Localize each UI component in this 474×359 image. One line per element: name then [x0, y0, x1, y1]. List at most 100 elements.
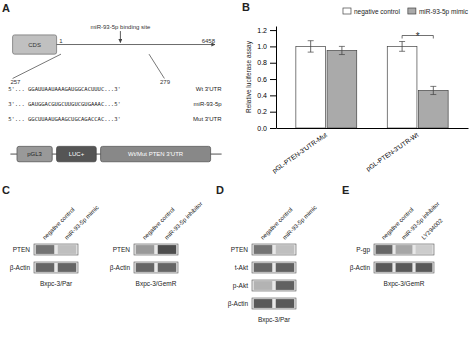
error-bar-stem: [433, 86, 434, 94]
sequence: 3'... GAUGGACGUGCUUGUCGUGAAAC...5': [8, 101, 121, 107]
y-tick-label: 1.0: [257, 43, 267, 50]
error-bar: [339, 46, 345, 54]
legend: negative controlmiR-93-5p mimic: [343, 8, 469, 16]
column-label: LY294002: [420, 217, 444, 241]
legend-swatch: [343, 8, 351, 14]
row-label: β-Actin: [350, 264, 371, 272]
y-tick-label: 0.4: [257, 92, 267, 99]
bar: [296, 46, 326, 128]
error-bar-cap: [308, 40, 314, 41]
panel-letter: A: [2, 2, 10, 14]
error-bar-stem: [341, 46, 342, 54]
blot-lane: [252, 262, 296, 273]
blot-band: [58, 245, 76, 254]
blot-band: [416, 263, 433, 272]
row-label: p-Akt: [233, 282, 248, 290]
legend-swatch: [408, 8, 416, 14]
error-bar: [399, 42, 405, 52]
blot-band: [58, 263, 76, 272]
y-axis-title: Relative luciferase assay: [245, 40, 253, 113]
sequence-label: Mut 3'UTR: [193, 116, 222, 122]
y-tick: 1.2: [257, 27, 276, 34]
bar: [418, 90, 448, 128]
panel-blot: PTENβ-Actinnegative controlmiR-93-5p inh…: [110, 201, 204, 288]
bar-series: [327, 46, 448, 128]
utr-box: [101, 146, 211, 161]
error-bar-stem: [402, 42, 403, 52]
row-label: t-Akt: [235, 264, 249, 271]
panel-title: Bxpc-3/GemR: [136, 280, 177, 288]
panel-blot: P-gpβ-Actinnegative controlmiR-93-5p inh…: [342, 184, 444, 288]
x-tick-label: pGL-PTEN-3'UTR-Wt: [365, 131, 421, 173]
y-tick-mark: [270, 95, 276, 96]
row-label: β-Actin: [10, 264, 31, 272]
blot-lane: [34, 262, 78, 273]
blot-band: [136, 245, 154, 254]
blot-band: [36, 245, 54, 254]
row-label: β-Actin: [110, 264, 131, 272]
x-tick: pGL-PTEN-3'UTR-Mut: [271, 131, 329, 175]
blot-band: [376, 263, 393, 272]
panel-title: Bxpc-3/GemR: [384, 280, 425, 288]
column-label: miR-93-5p mimic: [63, 204, 99, 240]
y-tick-label: 0.0: [257, 125, 267, 132]
position-label: 6458: [202, 38, 216, 44]
y-tick-mark: [270, 46, 276, 47]
y-tick-label: 0.8: [257, 59, 267, 66]
bar: [327, 50, 357, 128]
blot-band: [276, 263, 294, 272]
blot-band: [396, 263, 413, 272]
column-label: miR-93-5p inhibitor: [400, 201, 440, 241]
x-tick-label: pGL-PTEN-3'UTR-Mut: [271, 131, 329, 175]
box-label: Wt/Mut PTEN 3'UTR: [128, 151, 184, 157]
panel-title: Bxpc-3/Par: [258, 316, 291, 324]
plot-area: [296, 41, 448, 128]
zoom-line: [149, 54, 164, 78]
transcript-line: [57, 44, 215, 45]
y-tick: 0.4: [257, 92, 276, 99]
blot-band: [254, 299, 272, 308]
error-bar-cap: [430, 86, 436, 87]
blot-band: [158, 245, 176, 254]
blot-band: [254, 263, 272, 272]
y-tick: 0.0: [257, 125, 276, 132]
error-bar: [430, 86, 436, 94]
y-tick-mark: [270, 30, 276, 31]
y-tick-mark: [270, 63, 276, 64]
y-tick-mark: [270, 112, 276, 113]
error-bar: [308, 41, 314, 52]
y-tick-mark: [270, 128, 276, 129]
row-label: β-Actin: [228, 300, 249, 308]
blot-lane: [134, 262, 178, 273]
legend-label: negative control: [354, 8, 400, 16]
column-label: miR-93-5p mimic: [281, 204, 317, 240]
pgl3-box: [17, 146, 52, 161]
blot-band: [416, 245, 433, 254]
row-label: PTEN: [13, 246, 31, 253]
box-label: LUC+: [69, 151, 85, 157]
blot-lane: [252, 280, 296, 291]
x-tick: pGL-PTEN-3'UTR-Wt: [365, 131, 421, 173]
row-label: P-gp: [356, 246, 370, 254]
error-bar-cap: [430, 94, 436, 95]
error-bar-cap: [399, 51, 405, 52]
blot-lane: [374, 244, 434, 255]
panel-letter: B: [242, 1, 250, 13]
position-label: 257: [10, 79, 21, 85]
blot-lane: [134, 244, 178, 255]
error-bar-cap: [308, 52, 314, 53]
binding-site-arrow: [120, 31, 121, 43]
blot-band: [276, 281, 294, 290]
blot-band: [276, 299, 294, 308]
column-label: miR-93-5p inhibitor: [163, 201, 203, 241]
blot-lane: [252, 298, 296, 309]
box-label: CDS: [28, 42, 41, 48]
position-label: 279: [160, 79, 171, 85]
blot-band: [376, 245, 393, 254]
panel-diagram: ACDS16458miR-93-5p binding site2572795'.…: [2, 2, 222, 162]
y-tick: 0.8: [257, 59, 276, 66]
blot-band: [136, 263, 154, 272]
panel-bar-chart: 0.00.20.40.60.81.01.2pGL-PTEN-3'UTR-Mutp…: [242, 1, 469, 175]
y-axis-line: [276, 27, 277, 129]
y-tick-label: 0.2: [257, 108, 267, 115]
